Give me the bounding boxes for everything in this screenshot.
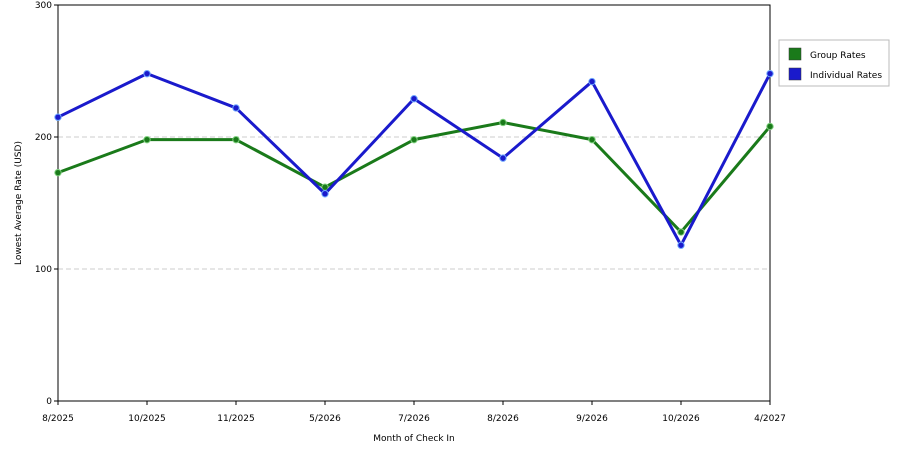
data-point-group-rates: [588, 135, 596, 144]
x-tick-label: 8/2025: [42, 414, 74, 424]
y-axis-title: Lowest Average Rate (USD): [14, 141, 24, 265]
data-point-group-rates: [143, 135, 151, 144]
x-tick-label: 5/2026: [309, 414, 341, 424]
x-tick-label: 10/2026: [662, 414, 700, 424]
y-tick-label: 0: [46, 397, 52, 407]
legend-label-individual-rates: Individual Rates: [810, 71, 882, 81]
data-point-group-rates: [410, 135, 418, 144]
series-lines: [54, 69, 774, 249]
data-point-individual-rates: [410, 95, 418, 103]
data-point-individual-rates: [588, 77, 596, 86]
data-point-group-rates: [499, 118, 507, 127]
data-point-individual-rates: [143, 69, 151, 78]
legend-swatch-group-rates: [788, 47, 802, 61]
plot-area-frame: [57, 4, 771, 402]
data-point-group-rates: [54, 168, 62, 177]
data-point-group-rates: [766, 122, 774, 131]
axes: 0 100 200 300 8/2025 10/2025 11/2025 5/2026 7/20…: [35, 1, 786, 424]
data-point-individual-rates: [321, 190, 329, 198]
legend-swatch-individual-rates: [788, 67, 802, 81]
data-point-group-rates: [677, 228, 685, 236]
x-tick-label: 10/2025: [128, 414, 165, 424]
data-point-group-rates: [232, 135, 240, 144]
data-point-individual-rates: [232, 104, 240, 112]
y-tick-label: 100: [35, 265, 52, 275]
grid-lines: [58, 136, 770, 270]
x-tick-label: 8/2026: [487, 414, 519, 424]
y-tick-label: 200: [35, 133, 52, 143]
data-point-individual-rates: [54, 113, 62, 121]
data-point-individual-rates: [677, 241, 685, 249]
x-tick-label: 11/2025: [217, 414, 254, 424]
x-tick-label: 4/2027: [754, 414, 786, 424]
legend: Group Rates Individual Rates: [778, 39, 890, 87]
data-point-individual-rates: [766, 69, 774, 78]
x-axis-title: Month of Check In: [373, 434, 455, 444]
x-tick-label: 9/2026: [576, 414, 608, 424]
y-tick-label: 300: [35, 1, 52, 11]
legend-label-group-rates: Group Rates: [810, 51, 866, 61]
data-point-individual-rates: [499, 154, 507, 162]
x-tick-label: 7/2026: [398, 414, 430, 424]
